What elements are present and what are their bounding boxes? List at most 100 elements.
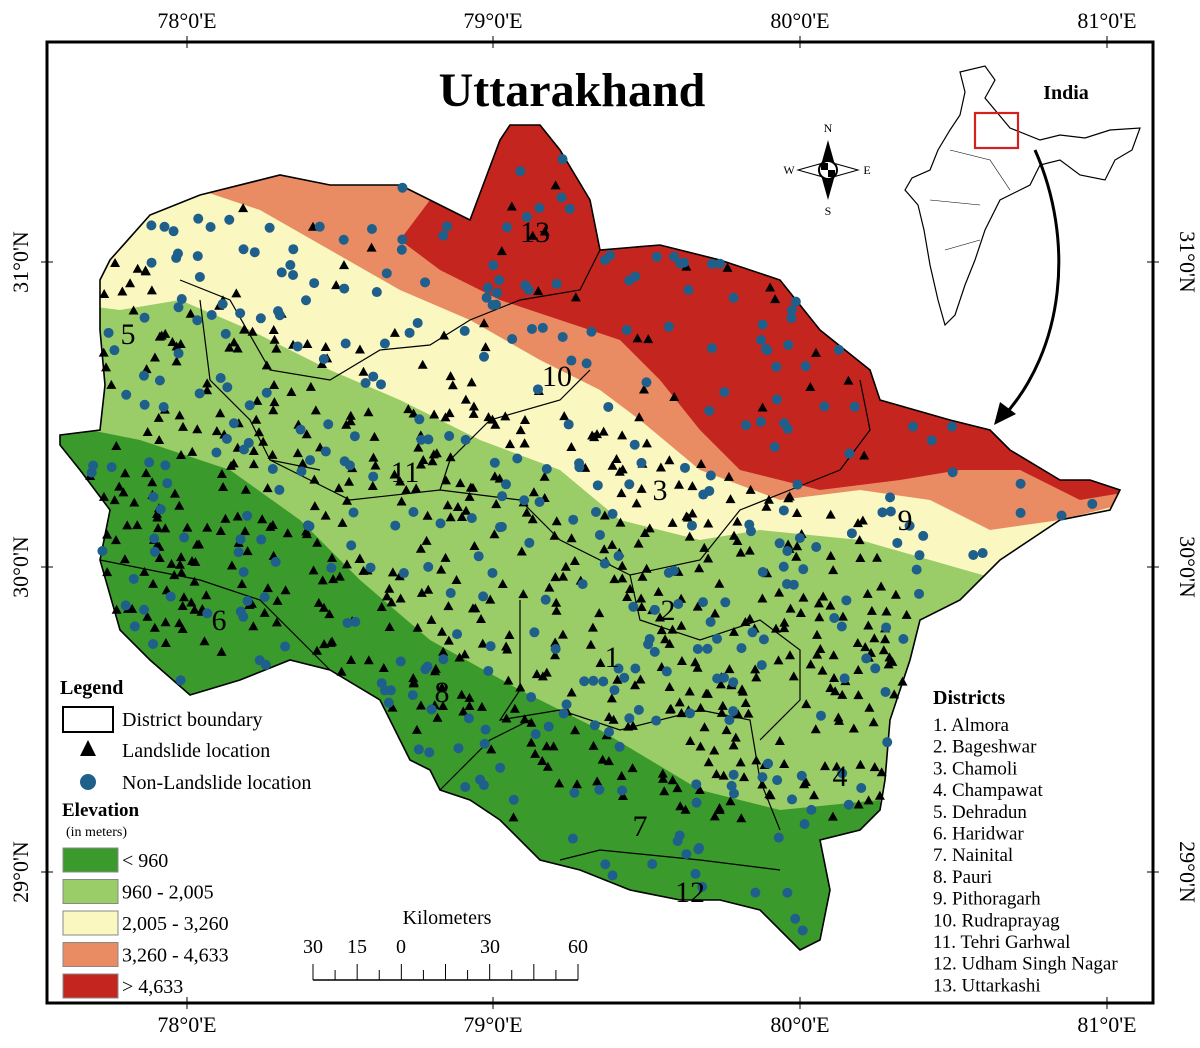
- nonlandslide-point: [705, 616, 716, 627]
- landslide-point: [723, 471, 734, 481]
- landslide-point: [570, 725, 581, 735]
- nonlandslide-point: [422, 661, 433, 672]
- landslide-point: [480, 342, 491, 352]
- landslide-point: [432, 712, 443, 722]
- landslide-point: [779, 617, 790, 627]
- district-number: 11: [391, 456, 420, 489]
- nonlandslide-point: [526, 323, 537, 334]
- landslide-point: [783, 493, 794, 503]
- nonlandslide-point: [397, 234, 408, 245]
- landslide-point: [890, 589, 901, 599]
- landslide-point: [699, 542, 710, 552]
- landslide-point: [458, 706, 469, 716]
- nonlandslide-point: [800, 361, 811, 372]
- nonlandslide-point: [379, 338, 390, 349]
- nonlandslide-point: [563, 419, 574, 430]
- nonlandslide-point: [783, 339, 794, 350]
- landslide-point: [665, 703, 676, 713]
- landslide-point: [641, 563, 652, 573]
- landslide-point: [695, 702, 706, 712]
- nonlandslide-point: [663, 321, 674, 332]
- elevation-class: 3,260 - 4,633: [122, 945, 229, 967]
- nonlandslide-point: [339, 283, 350, 294]
- landslide-point: [667, 775, 678, 785]
- landslide-point: [718, 770, 729, 780]
- nonlandslide-point: [217, 299, 228, 310]
- nonlandslide-point: [550, 643, 561, 654]
- landslide-point: [465, 482, 476, 492]
- landslide-point: [541, 741, 552, 751]
- landslide-point: [122, 520, 133, 530]
- landslide-point: [791, 551, 802, 561]
- nonlandslide-point: [594, 529, 605, 540]
- landslide-point: [519, 714, 530, 724]
- nonlandslide-point: [342, 617, 353, 628]
- landslide-point: [709, 745, 720, 755]
- landslide-point: [308, 565, 319, 575]
- landslide-point: [445, 512, 456, 522]
- nonlandslide-point: [790, 913, 801, 924]
- landslide-point: [185, 308, 196, 318]
- nonlandslide-point: [686, 520, 697, 531]
- district-item: 11. Tehri Garhwal: [933, 932, 1070, 953]
- nonlandslide-point: [541, 464, 552, 475]
- landslide-point: [715, 679, 726, 689]
- nonlandslide-point: [567, 833, 578, 844]
- landslide-point: [312, 537, 323, 547]
- landslide-point: [527, 514, 538, 524]
- landslide-point: [412, 622, 423, 632]
- landslide-point: [773, 655, 784, 665]
- nonlandslide-point: [481, 292, 492, 303]
- landslide-point: [656, 625, 667, 635]
- landslide-point: [521, 507, 532, 517]
- district-item: 7. Nainital: [933, 845, 1013, 866]
- landslide-point: [515, 425, 526, 435]
- landslide-point: [215, 525, 226, 535]
- landslide-point: [421, 535, 432, 545]
- landslide-point: [733, 709, 744, 719]
- nonlandslide-point: [202, 608, 213, 619]
- nonlandslide-point: [139, 604, 150, 615]
- landslide-point: [674, 697, 685, 707]
- landslide-point: [643, 334, 654, 344]
- nonlandslide-point: [420, 277, 431, 288]
- nonlandslide-point: [206, 310, 217, 321]
- nonlandslide-point: [736, 643, 747, 654]
- lon-label: 79°0'E: [463, 1012, 522, 1037]
- nonlandslide-point: [877, 507, 888, 518]
- nonlandslide-point: [594, 784, 605, 795]
- landslide-point: [160, 523, 171, 533]
- landslide-point: [862, 588, 873, 598]
- nonlandslide-point: [649, 646, 660, 657]
- landslide-point: [229, 337, 240, 347]
- landslide-point: [732, 536, 743, 546]
- landslide-point: [236, 579, 247, 589]
- landslide-point: [167, 336, 178, 346]
- landslide-point: [178, 421, 189, 431]
- nonlandslide-point: [577, 579, 588, 590]
- nonlandslide-point: [798, 564, 809, 575]
- nonlandslide-point: [599, 558, 610, 569]
- nonlandslide-point: [423, 434, 434, 445]
- landslide-point: [703, 553, 714, 563]
- nonlandslide-point: [158, 401, 169, 412]
- nonlandslide-point: [301, 295, 312, 306]
- landslide-point: [452, 501, 463, 511]
- landslide-point: [440, 552, 451, 562]
- landslide-point: [817, 665, 828, 675]
- landslide-point: [440, 412, 451, 422]
- nonlandslide-point: [121, 389, 132, 400]
- nonlandslide-point: [192, 315, 203, 326]
- landslide-point: [857, 515, 868, 525]
- landslide-point: [468, 401, 479, 411]
- nonlandslide-point: [806, 804, 817, 815]
- landslide-point: [539, 226, 550, 236]
- nonlandslide-point: [390, 520, 401, 531]
- nonlandslide-point: [673, 599, 684, 610]
- nonlandslide-point: [861, 653, 872, 664]
- nonlandslide-point: [690, 868, 701, 879]
- landslide-point: [129, 497, 140, 507]
- district-number: 7: [633, 810, 648, 843]
